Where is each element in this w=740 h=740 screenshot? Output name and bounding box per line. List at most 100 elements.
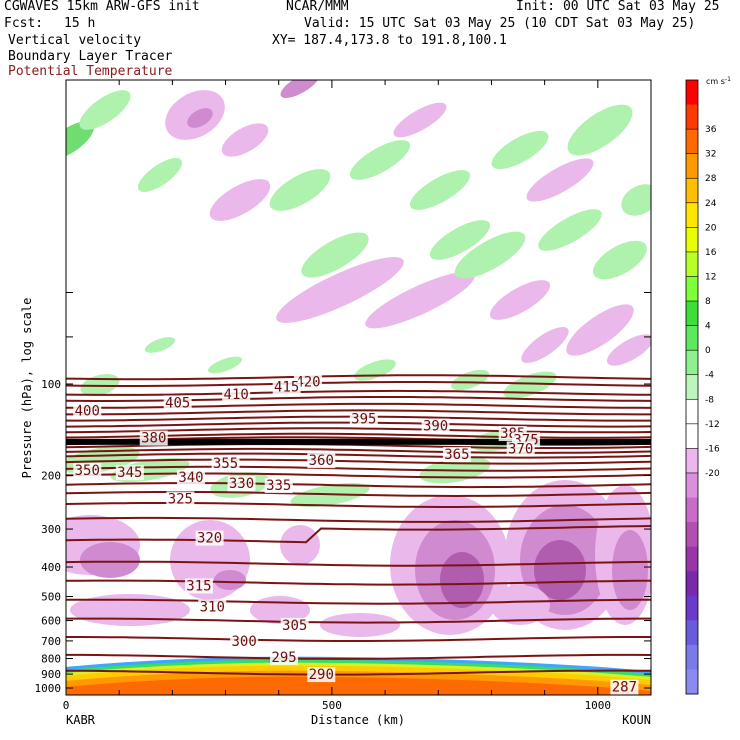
colorbar: 36 32 28 24 20 16 12 8 4 0 -4 -8 -12 -16 -20 cm s-1	[686, 76, 731, 695]
w-shade-blob	[560, 95, 641, 165]
colorbar-swatch	[686, 326, 698, 351]
w-shade-blob	[143, 334, 177, 356]
colorbar-swatch	[686, 301, 698, 326]
w-shade-blob	[277, 67, 323, 103]
colorbar-tick-label: -4	[705, 371, 714, 381]
colorbar-tick-label: -16	[705, 444, 720, 454]
colorbar-tick-label: 28	[705, 174, 717, 184]
x-axis-label: Distance (km)	[311, 713, 405, 727]
colorbar-tick-label: 20	[705, 223, 717, 233]
colorbar-tick-label: -12	[705, 420, 720, 430]
colorbar-units-text: cm s	[706, 77, 725, 86]
w-shade-blob	[206, 353, 244, 377]
colorbar-swatch	[686, 154, 698, 179]
theta-label: 340	[178, 470, 203, 486]
colorbar-swatch	[686, 498, 698, 523]
y-tick-label: 800	[41, 653, 61, 666]
colorbar-swatch	[686, 129, 698, 154]
colorbar-tick-label: 4	[705, 322, 711, 332]
colorbar-swatch	[686, 571, 698, 596]
w-shade-blob	[448, 366, 491, 395]
colorbar-swatch	[686, 424, 698, 449]
theta-label: 405	[165, 395, 190, 411]
theta-label: 410	[224, 387, 249, 403]
w-shade-blob	[405, 163, 476, 218]
theta-label: 380	[141, 431, 166, 447]
w-shade-blob	[486, 124, 553, 177]
w-shade-blob	[320, 613, 400, 637]
x-tick-label: 500	[322, 699, 342, 712]
colorbar-swatch	[686, 399, 698, 424]
x-tick-label: 1000	[585, 699, 612, 712]
x-start-station: KABR	[66, 713, 96, 727]
theta-contour-line	[66, 637, 651, 641]
theta-label: 390	[423, 419, 448, 435]
theta-contour-line	[66, 454, 651, 458]
w-shade-blob	[133, 152, 187, 198]
y-axis-label: Pressure (hPa), log scale	[20, 298, 34, 479]
colorbar-swatch	[686, 105, 698, 130]
colorbar-tick-label: -8	[705, 395, 714, 405]
colorbar-tick-label: 16	[705, 248, 717, 258]
theta-contour-line	[66, 382, 651, 386]
y-tick-label: 700	[41, 635, 61, 648]
w-shade-blob	[534, 540, 586, 600]
w-shade-blob	[280, 525, 320, 565]
w-shade-blob	[516, 321, 573, 370]
colorbar-tick-label: 24	[705, 199, 717, 209]
colorbar-tick-label: 8	[705, 297, 711, 307]
colorbar-swatch	[686, 178, 698, 203]
y-tick-label: 300	[41, 523, 61, 536]
theta-label: 300	[232, 634, 257, 650]
theta-label: 320	[197, 531, 222, 547]
theta-contour-line	[66, 449, 651, 453]
w-shade-blob	[616, 178, 665, 222]
theta-label: 360	[309, 453, 334, 469]
colorbar-swatch	[686, 252, 698, 277]
colorbar-units: cm s-1	[706, 76, 731, 86]
theta-label: 345	[117, 465, 142, 481]
theta-label: 355	[213, 456, 238, 472]
y-tick-label: 400	[41, 561, 61, 574]
w-shade-blob	[485, 273, 556, 328]
theta-label: 330	[229, 476, 254, 492]
w-shade-blob	[440, 552, 484, 608]
colorbar-tick-label: 32	[705, 150, 716, 160]
y-tick-label: 600	[41, 615, 61, 628]
theta-label: 365	[444, 447, 469, 463]
w-shade-blob	[74, 83, 137, 137]
theta-label: 305	[282, 618, 307, 634]
x-tick-label: 0	[63, 699, 70, 712]
theta-label: 290	[309, 667, 334, 683]
w-shade-blob	[214, 570, 246, 590]
colorbar-swatch	[686, 227, 698, 252]
y-tick-label: 200	[41, 470, 61, 483]
x-end-station: KOUN	[622, 713, 651, 727]
w-shade-blob	[521, 151, 599, 210]
theta-label: 287	[612, 680, 637, 696]
w-shade-blob	[204, 171, 277, 229]
colorbar-swatch	[686, 620, 698, 645]
w-shade-blob	[389, 96, 451, 143]
w-shade-blob	[587, 233, 653, 287]
colorbar-swatch	[686, 669, 698, 694]
colorbar-swatch	[686, 350, 698, 375]
theta-label: 370	[508, 442, 533, 458]
y-tick-label: 500	[41, 590, 61, 603]
colorbar-swatch	[686, 596, 698, 621]
theta-contour-line	[66, 655, 651, 659]
colorbar-tick-label: 0	[705, 346, 711, 356]
theta-label: 295	[271, 650, 296, 666]
theta-label: 325	[168, 491, 193, 507]
colorbar-swatch	[686, 203, 698, 228]
theta-label: 400	[75, 403, 100, 419]
colorbar-swatch	[686, 645, 698, 670]
w-shade-blob	[80, 542, 140, 578]
colorbar-units-exponent: -1	[725, 76, 731, 83]
theta-label: 310	[200, 600, 225, 616]
theta-label: 335	[266, 478, 291, 494]
y-tick-label: 1000	[35, 682, 62, 695]
colorbar-swatch	[686, 547, 698, 572]
w-shade-blob	[216, 117, 273, 164]
colorbar-swatch	[686, 448, 698, 473]
